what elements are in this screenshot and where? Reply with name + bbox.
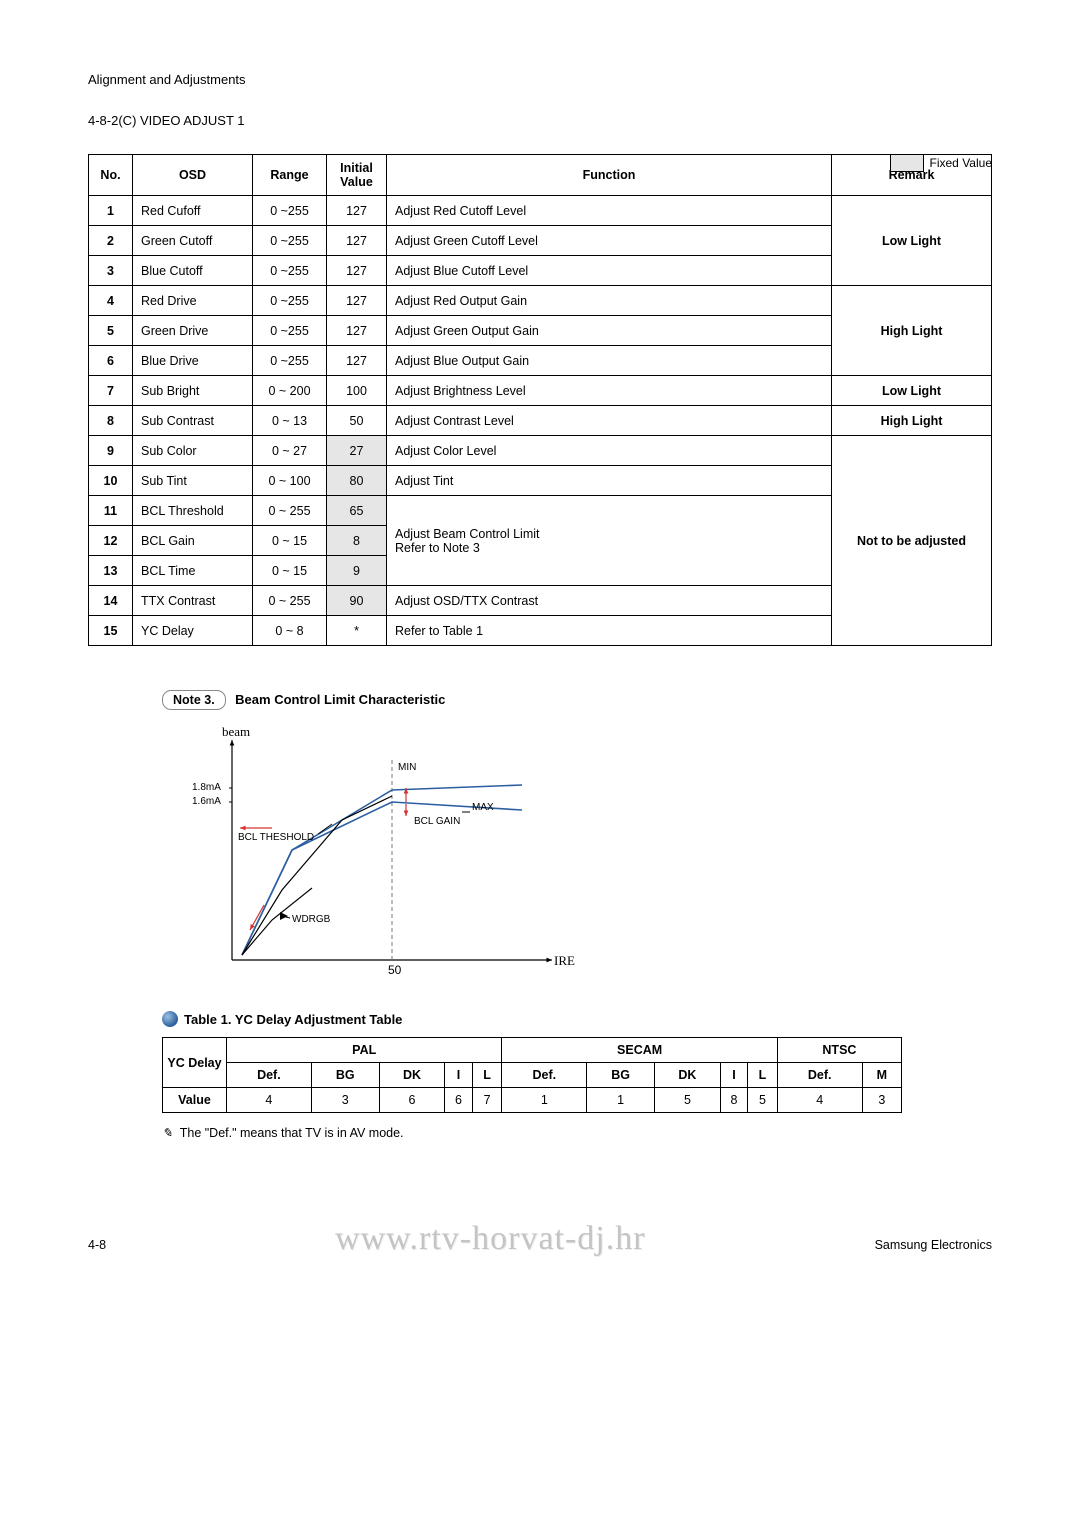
svg-text:IRE: IRE <box>554 953 575 968</box>
svg-text:1.6mA: 1.6mA <box>192 796 221 807</box>
col-init: Initial Value <box>327 155 387 196</box>
brand: Samsung Electronics <box>875 1238 992 1252</box>
svg-text:MIN: MIN <box>398 762 416 773</box>
table-row: 1Red Cufoff0 ~255127Adjust Red Cutoff Le… <box>89 196 992 226</box>
footer: 4-8 www.rtv-horvat-dj.hr Samsung Electro… <box>88 1220 992 1258</box>
yc-delay-table: YC Delay PAL SECAM NTSC Def.BGDKILDef.BG… <box>162 1037 902 1113</box>
col-range: Range <box>253 155 327 196</box>
table-row: 7Sub Bright0 ~ 200100Adjust Brightness L… <box>89 376 992 406</box>
t1-value-row: Value 436671158543 <box>163 1088 902 1113</box>
watermark-url: www.rtv-horvat-dj.hr <box>335 1220 646 1258</box>
beam-chart: beam IRE 1.8mA 1.6mA 50 MIN MAX BCL GAIN BCL THE… <box>162 720 992 983</box>
legend-label: Fixed Value <box>930 156 992 170</box>
table1-heading: Table 1. YC Delay Adjustment Table <box>162 1011 992 1027</box>
table-row: 9Sub Color0 ~ 2727Adjust Color LevelNot … <box>89 436 992 466</box>
footnote: ✎ The "Def." means that TV is in AV mode… <box>162 1125 992 1140</box>
footnote-text: The "Def." means that TV is in AV mode. <box>180 1126 404 1140</box>
hand-icon: ✎ <box>162 1126 172 1140</box>
svg-text:WDRGB: WDRGB <box>292 914 331 925</box>
col-func: Function <box>387 155 832 196</box>
page-header: Alignment and Adjustments <box>88 72 992 87</box>
table-row: 4Red Drive0 ~255127Adjust Red Output Gai… <box>89 286 992 316</box>
col-no: No. <box>89 155 133 196</box>
svg-text:beam: beam <box>222 724 250 739</box>
svg-text:50: 50 <box>388 963 402 977</box>
note-3-title: Beam Control Limit Characteristic <box>235 692 445 707</box>
svg-text:MAX: MAX <box>472 802 494 813</box>
svg-text:1.8mA: 1.8mA <box>192 782 221 793</box>
table1-title: Table 1. YC Delay Adjustment Table <box>184 1012 402 1027</box>
t1-sub-row: Def.BGDKILDef.BGDKILDef.M <box>163 1063 902 1088</box>
bullet-icon <box>162 1011 178 1027</box>
legend-swatch <box>890 154 924 172</box>
t1-group-pal: PAL <box>227 1038 502 1063</box>
legend: Fixed Value <box>890 154 992 172</box>
svg-text:BCL GAIN: BCL GAIN <box>414 816 460 827</box>
section-title: 4-8-2(C) VIDEO ADJUST 1 <box>88 113 992 128</box>
table-header-row: No. OSD Range Initial Value Function Rem… <box>89 155 992 196</box>
t1-group-row: YC Delay PAL SECAM NTSC <box>163 1038 902 1063</box>
t1-rowheader: YC Delay <box>163 1038 227 1088</box>
table-row: 8Sub Contrast0 ~ 1350Adjust Contrast Lev… <box>89 406 992 436</box>
note-3: Note 3. Beam Control Limit Characteristi… <box>162 690 992 710</box>
video-adjust-table: No. OSD Range Initial Value Function Rem… <box>88 154 992 646</box>
page-number: 4-8 <box>88 1238 106 1252</box>
t1-value-label: Value <box>163 1088 227 1113</box>
note-3-label: Note 3. <box>162 690 226 710</box>
t1-group-ntsc: NTSC <box>777 1038 901 1063</box>
col-osd: OSD <box>133 155 253 196</box>
t1-group-secam: SECAM <box>502 1038 777 1063</box>
svg-text:BCL THESHOLD: BCL THESHOLD <box>238 832 314 843</box>
